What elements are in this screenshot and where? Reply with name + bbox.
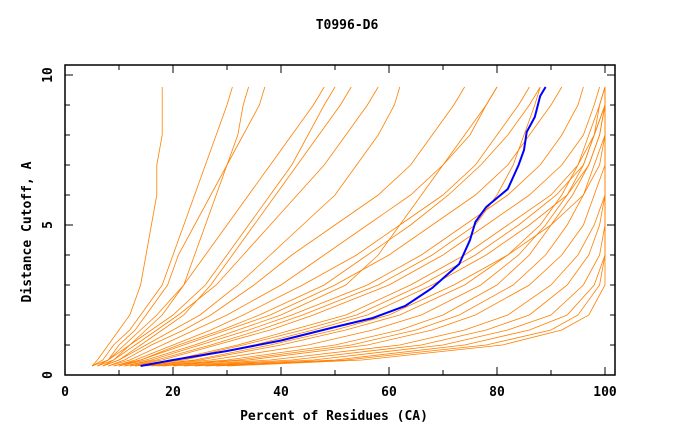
highlight-line [140, 86, 547, 367]
model-curve [145, 87, 606, 367]
model-curve [124, 86, 541, 367]
model-curve [183, 87, 606, 367]
model-curve [97, 86, 325, 367]
model-curve [113, 86, 530, 367]
model-curve [118, 86, 563, 367]
model-curve [102, 86, 352, 367]
model-curve [140, 87, 606, 367]
x-tick-labels: 0 20 40 60 80 100 [61, 385, 617, 400]
model-curve [135, 87, 606, 367]
chart-title: T0996-D6 [316, 18, 379, 33]
model-curve [216, 87, 606, 367]
model-curve [129, 86, 600, 367]
model-curve [91, 86, 336, 367]
axis-ticks [64, 65, 615, 376]
x-axis-label: Percent of Residues (CA) [240, 409, 428, 424]
x-tick-label: 80 [489, 385, 505, 400]
x-tick-label: 0 [61, 385, 69, 400]
x-tick-label: 40 [273, 385, 289, 400]
model-curve [140, 86, 606, 367]
y-tick-labels: 0 5 10 [41, 67, 56, 379]
model-curve [102, 86, 401, 367]
model-curve [124, 86, 584, 367]
model-curve [91, 87, 163, 367]
x-tick-label: 100 [593, 385, 617, 400]
model-curve [108, 86, 465, 367]
model-curve [172, 87, 606, 367]
plot-frame [64, 64, 616, 376]
model-curves [91, 86, 606, 367]
model-curve [91, 86, 233, 367]
x-tick-label: 60 [381, 385, 397, 400]
y-tick-label: 10 [41, 67, 56, 83]
model-curve [151, 87, 606, 367]
model-curve [156, 87, 606, 367]
model-curve [97, 86, 266, 367]
model-curve [97, 86, 379, 367]
model-curve [102, 86, 249, 367]
x-tick-label: 20 [165, 385, 181, 400]
highlight-curve [140, 86, 547, 367]
model-curve [108, 86, 498, 367]
model-curve [118, 86, 498, 367]
model-curve [135, 87, 606, 367]
y-tick-label: 0 [41, 371, 56, 379]
y-axis-label: Distance Cutoff, A [20, 161, 35, 302]
y-tick-label: 5 [41, 221, 56, 229]
model-curve [113, 86, 541, 367]
